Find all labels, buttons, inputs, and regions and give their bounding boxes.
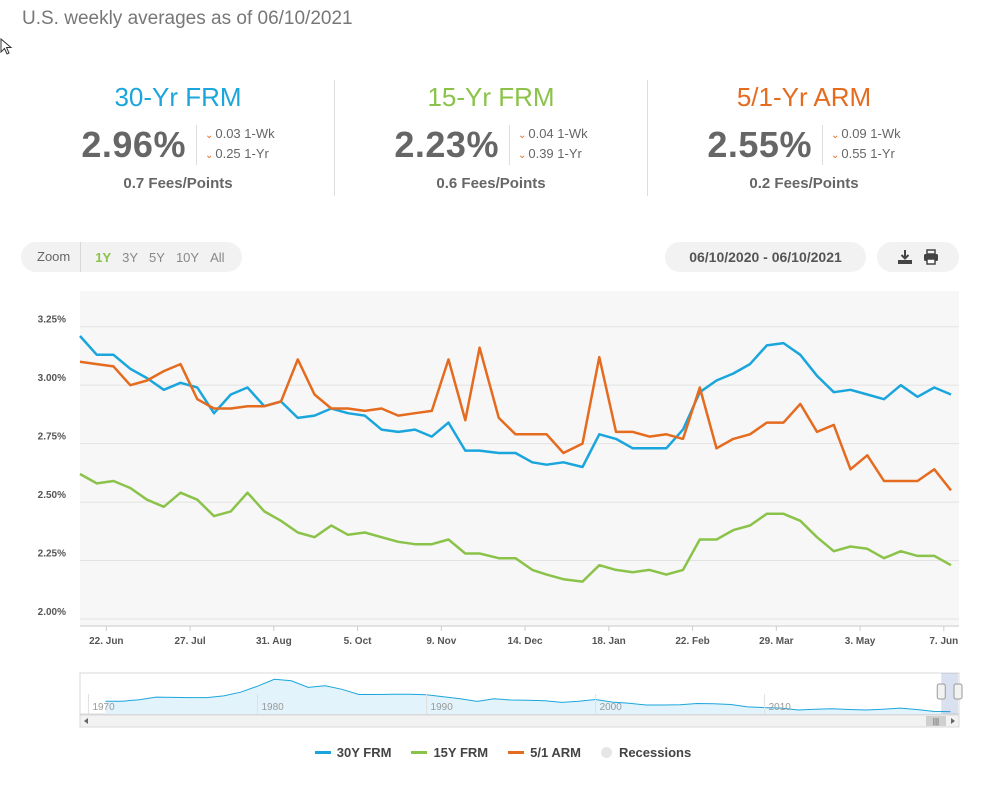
x-tick-label: 9. Nov bbox=[426, 636, 456, 647]
range-navigator[interactable]: 1970 1980 1990 2000 2010 ||| bbox=[0, 672, 1006, 732]
navigator-scrollbar[interactable] bbox=[79, 714, 960, 728]
zoom-3y-button[interactable]: 3Y bbox=[122, 249, 139, 265]
legend-item-15y[interactable]: 15Y FRM bbox=[411, 742, 488, 762]
zoom-5y-button[interactable]: 5Y bbox=[149, 249, 165, 265]
x-tick-label: 27. Jul bbox=[175, 636, 206, 647]
main-line-chart: 2.00% 2.25% 2.50% 2.75% 3.00% 3.25% 22. Jun 27.… bbox=[38, 291, 959, 647]
chevron-down-icon: ⌄ bbox=[517, 130, 527, 141]
legend-item-recessions[interactable]: Recessions bbox=[600, 742, 692, 762]
legend-line-icon bbox=[508, 750, 525, 754]
weekly-change: 0.03 1-Wk bbox=[215, 126, 275, 141]
rate-title: 30-Yr FRM bbox=[114, 82, 242, 112]
navigator-line bbox=[105, 678, 951, 713]
rate-value: 2.55% bbox=[707, 124, 812, 165]
divider bbox=[647, 80, 648, 196]
date-range-display[interactable]: 06/10/2020 - 06/10/2021 bbox=[665, 242, 866, 272]
fees-points: 0.2 Fees/Points bbox=[749, 175, 859, 192]
divider bbox=[334, 80, 335, 196]
chevron-down-icon: ⌄ bbox=[204, 130, 214, 141]
legend-item-30y[interactable]: 30Y FRM bbox=[314, 742, 392, 762]
navigator-handle-right[interactable] bbox=[953, 683, 963, 700]
rate-changes: ⌄ 0.04 1-Wk ⌄ 0.39 1-Yr bbox=[508, 125, 588, 165]
legend-label: 15Y FRM bbox=[433, 744, 489, 760]
x-tick-label: 3. May bbox=[845, 636, 876, 647]
legend-line-icon bbox=[411, 750, 428, 754]
y-tick-label: 3.25% bbox=[38, 315, 66, 326]
yearly-change: 0.55 1-Yr bbox=[841, 146, 895, 161]
navigator-year-label: 1970 bbox=[92, 702, 115, 713]
scroll-right-icon[interactable] bbox=[951, 718, 955, 724]
navigator-year-label: 1990 bbox=[431, 702, 454, 713]
yearly-change: 0.39 1-Yr bbox=[528, 146, 582, 161]
grip-icon: ||| bbox=[933, 717, 939, 726]
y-tick-label: 2.25% bbox=[38, 549, 66, 560]
navigator-year-label: 1980 bbox=[261, 702, 284, 713]
y-tick-label: 2.50% bbox=[38, 490, 66, 501]
navigator-selection[interactable] bbox=[941, 673, 958, 714]
chart-legend: 30Y FRM 15Y FRM 5/1 ARM Recessions bbox=[0, 742, 1006, 762]
series-line-30y-frm[interactable] bbox=[79, 335, 952, 469]
x-tick-label: 22. Jun bbox=[89, 636, 123, 647]
print-icon[interactable] bbox=[922, 248, 940, 266]
legend-line-icon bbox=[314, 750, 331, 754]
rate-changes: ⌄ 0.03 1-Wk ⌄ 0.25 1-Yr bbox=[195, 125, 275, 165]
zoom-bar: Zoom 1Y 3Y 5Y 10Y All bbox=[21, 242, 242, 272]
chevron-down-icon: ⌄ bbox=[204, 150, 214, 161]
zoom-10y-button[interactable]: 10Y bbox=[175, 249, 200, 265]
legend-dot-icon bbox=[600, 746, 612, 758]
legend-item-arm[interactable]: 5/1 ARM bbox=[508, 742, 581, 762]
rate-card-arm: 5/1-Yr ARM 2.55% ⌄ 0.09 1-Wk ⌄ 0.55 1-Yr 0… bbox=[648, 80, 960, 198]
x-tick-label: 5. Oct bbox=[344, 636, 372, 647]
series-line-5-1-arm[interactable] bbox=[79, 346, 952, 492]
rate-value: 2.96% bbox=[81, 124, 186, 165]
page-subtitle: U.S. weekly averages as of 06/10/2021 bbox=[22, 8, 353, 29]
scrollbar-thumb[interactable] bbox=[926, 716, 946, 726]
x-tick-label: 22. Feb bbox=[675, 636, 709, 647]
navigator-handle-left[interactable] bbox=[936, 683, 946, 700]
plot-background bbox=[80, 291, 959, 627]
y-tick-label: 3.00% bbox=[38, 373, 66, 384]
chevron-down-icon: ⌄ bbox=[517, 150, 527, 161]
rate-card-30yr: 30-Yr FRM 2.96% ⌄ 0.03 1-Wk ⌄ 0.25 1-Yr 0.… bbox=[22, 80, 334, 198]
x-tick-label: 18. Jan bbox=[592, 636, 626, 647]
x-tick-label: 29. Mar bbox=[759, 636, 794, 647]
rate-changes: ⌄ 0.09 1-Wk ⌄ 0.55 1-Yr bbox=[821, 125, 901, 165]
navigator-area bbox=[105, 679, 951, 714]
rate-value: 2.23% bbox=[394, 124, 499, 165]
y-tick-label: 2.00% bbox=[38, 607, 66, 618]
weekly-change: 0.09 1-Wk bbox=[841, 126, 901, 141]
zoom-1y-button[interactable]: 1Y bbox=[95, 249, 112, 265]
x-tick-label: 14. Dec bbox=[508, 636, 543, 647]
weekly-change: 0.04 1-Wk bbox=[528, 126, 588, 141]
legend-label: 30Y FRM bbox=[336, 744, 392, 760]
x-tick-label: 7. Jun bbox=[929, 636, 958, 647]
legend-label: Recessions bbox=[618, 744, 692, 760]
yearly-change: 0.25 1-Yr bbox=[215, 146, 269, 161]
zoom-all-button[interactable]: All bbox=[210, 249, 225, 265]
chevron-down-icon: ⌄ bbox=[830, 130, 840, 141]
series-line-15y-frm[interactable] bbox=[79, 472, 952, 583]
rate-title: 15-Yr FRM bbox=[427, 82, 555, 112]
export-tools bbox=[877, 242, 959, 272]
rate-title: 5/1-Yr ARM bbox=[736, 82, 872, 112]
fees-points: 0.7 Fees/Points bbox=[123, 175, 233, 192]
chevron-down-icon: ⌄ bbox=[830, 150, 840, 161]
fees-points: 0.6 Fees/Points bbox=[436, 175, 546, 192]
download-icon[interactable] bbox=[896, 248, 914, 266]
legend-label: 5/1 ARM bbox=[530, 744, 581, 760]
zoom-label: Zoom bbox=[21, 242, 82, 272]
navigator-year-label: 2010 bbox=[769, 702, 792, 713]
scroll-left-icon[interactable] bbox=[84, 718, 88, 724]
x-tick-label: 31. Aug bbox=[256, 636, 292, 647]
rate-card-15yr: 15-Yr FRM 2.23% ⌄ 0.04 1-Wk ⌄ 0.39 1-Yr 0.… bbox=[335, 80, 647, 198]
mouse-cursor-icon bbox=[0, 38, 13, 55]
y-tick-label: 2.75% bbox=[38, 432, 66, 443]
navigator-year-label: 2000 bbox=[600, 702, 623, 713]
